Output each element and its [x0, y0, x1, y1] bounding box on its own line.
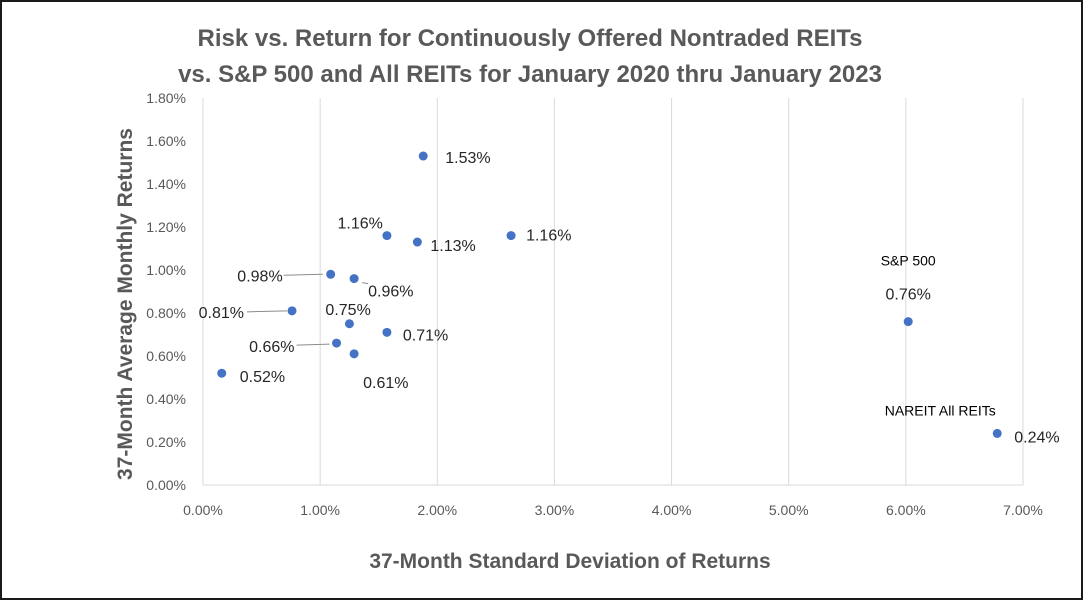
data-label: 0.76% [886, 287, 931, 304]
data-label: 1.16% [338, 216, 383, 233]
data-label: 0.96% [368, 284, 413, 301]
data-label: 0.61% [363, 375, 408, 392]
x-tick-label: 1.00% [300, 502, 340, 518]
series-label: NAREIT All REITs [885, 402, 996, 418]
leader-line [362, 282, 369, 285]
series-label: S&P 500 [881, 253, 936, 269]
data-point [332, 338, 342, 348]
data-point [217, 368, 227, 378]
y-tick-label: 1.00% [146, 262, 186, 278]
data-point [412, 237, 422, 247]
y-tick-label: 0.60% [146, 348, 186, 364]
data-label: 0.98% [237, 268, 282, 285]
y-axis-title: 37-Month Average Monthly Returns [114, 128, 137, 480]
data-label: 0.66% [249, 339, 294, 356]
leader-line [296, 343, 330, 346]
y-tick-label: 1.80% [146, 90, 186, 106]
data-label: 0.75% [325, 302, 370, 319]
chart-title: Risk vs. Return for Continuously Offered… [198, 25, 863, 52]
y-tick-label: 1.60% [146, 133, 186, 149]
data-point [382, 327, 392, 337]
data-label: 1.16% [526, 228, 571, 245]
data-point [382, 231, 392, 241]
data-points [217, 151, 1002, 438]
x-tick-label: 6.00% [886, 502, 926, 518]
y-tick-label: 0.80% [146, 305, 186, 321]
data-label: 1.53% [445, 150, 490, 167]
data-label: 0.52% [240, 369, 285, 386]
leader-line [283, 273, 323, 276]
data-label: 0.71% [403, 327, 448, 344]
x-tick-label: 0.00% [183, 502, 223, 518]
y-tick-label: 0.20% [146, 434, 186, 450]
data-point [992, 428, 1002, 438]
data-point [326, 269, 336, 279]
x-tick-label: 7.00% [1003, 502, 1043, 518]
data-label: 0.81% [199, 305, 244, 322]
chart-subtitle: vs. S&P 500 and All REITs for January 20… [178, 61, 882, 88]
data-point [903, 317, 913, 327]
axis-ticks: 0.00% 1.00% 2.00% 3.00% 4.00% 5.00% 6.00% 7.00%… [146, 90, 1043, 518]
leader-line [247, 310, 288, 313]
x-tick-label: 5.00% [769, 502, 809, 518]
grid-lines [202, 98, 1024, 486]
data-label: 0.24% [1014, 429, 1059, 446]
data-point [344, 319, 354, 329]
x-tick-label: 4.00% [652, 502, 692, 518]
data-point [506, 231, 516, 241]
x-tick-label: 2.00% [417, 502, 457, 518]
y-tick-label: 1.40% [146, 176, 186, 192]
x-axis-title: 37-Month Standard Deviation of Returns [369, 550, 770, 573]
data-point [418, 151, 428, 161]
data-point [287, 306, 297, 316]
y-tick-label: 1.20% [146, 219, 186, 235]
leader-lines [247, 273, 369, 346]
x-tick-label: 3.00% [535, 502, 575, 518]
y-tick-label: 0.40% [146, 391, 186, 407]
y-tick-label: 0.00% [146, 477, 186, 493]
data-label: 1.13% [430, 238, 475, 255]
data-point [349, 274, 359, 284]
data-point [349, 349, 359, 359]
data-labels: 1.53% 1.16% 1.13% 1.16% 0.98% 0.96% 0.81% 0.75%… [199, 150, 1060, 446]
